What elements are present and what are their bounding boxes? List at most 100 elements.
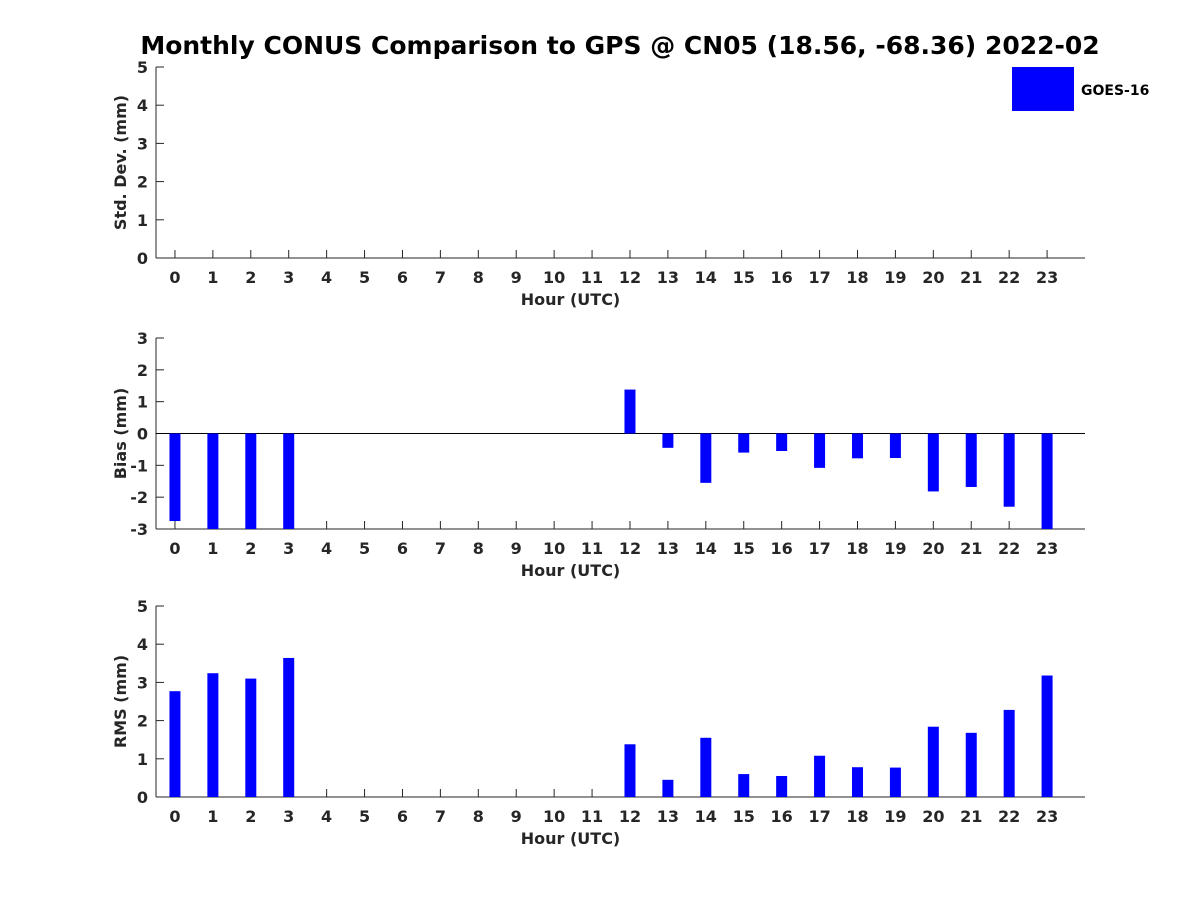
y-tick-label-std: 5 bbox=[137, 58, 148, 77]
x-tick-label-bias: 14 bbox=[695, 539, 717, 558]
y-tick-label-std: 4 bbox=[137, 96, 148, 115]
x-tick-label-rms: 10 bbox=[543, 807, 565, 826]
x-tick-label-rms: 23 bbox=[1036, 807, 1058, 826]
bar-rms-16 bbox=[776, 775, 788, 797]
bar-bias-17 bbox=[814, 433, 826, 468]
x-axis-label-rms: Hour (UTC) bbox=[521, 829, 621, 848]
x-tick-label-std: 18 bbox=[846, 268, 868, 287]
x-tick-label-rms: 15 bbox=[733, 807, 755, 826]
x-tick-label-std: 13 bbox=[657, 268, 679, 287]
x-tick-label-bias: 2 bbox=[245, 539, 256, 558]
x-tick-label-rms: 13 bbox=[657, 807, 679, 826]
y-axis-label-bias: Bias (mm) bbox=[111, 388, 130, 480]
x-tick-label-std: 1 bbox=[207, 268, 218, 287]
bar-bias-12 bbox=[624, 389, 636, 434]
y-tick-label-bias: -3 bbox=[130, 520, 148, 539]
x-tick-label-bias: 0 bbox=[169, 539, 180, 558]
x-tick-label-bias: 3 bbox=[283, 539, 294, 558]
x-tick-label-rms: 18 bbox=[846, 807, 868, 826]
x-tick-label-std: 19 bbox=[884, 268, 906, 287]
bar-bias-0 bbox=[169, 433, 181, 522]
x-tick-label-rms: 11 bbox=[581, 807, 603, 826]
x-tick-label-std: 0 bbox=[169, 268, 180, 287]
x-tick-label-bias: 16 bbox=[771, 539, 793, 558]
bar-bias-16 bbox=[776, 433, 788, 452]
x-tick-label-std: 2 bbox=[245, 268, 256, 287]
y-tick-label-rms: 4 bbox=[137, 635, 148, 654]
bar-rms-12 bbox=[624, 744, 636, 797]
legend: GOES-16 bbox=[1012, 67, 1149, 111]
bar-rms-3 bbox=[283, 657, 295, 797]
bar-rms-17 bbox=[814, 755, 826, 797]
x-tick-label-std: 12 bbox=[619, 268, 641, 287]
bar-rms-20 bbox=[927, 726, 939, 797]
bar-bias-19 bbox=[889, 433, 901, 459]
x-tick-label-bias: 13 bbox=[657, 539, 679, 558]
x-tick-label-rms: 22 bbox=[998, 807, 1020, 826]
x-tick-label-std: 15 bbox=[733, 268, 755, 287]
x-tick-label-std: 23 bbox=[1036, 268, 1058, 287]
bar-rms-19 bbox=[889, 767, 901, 797]
bar-rms-21 bbox=[965, 732, 977, 797]
x-tick-label-std: 11 bbox=[581, 268, 603, 287]
bars-bias bbox=[169, 389, 1053, 529]
bar-bias-3 bbox=[283, 433, 295, 529]
x-tick-label-bias: 23 bbox=[1036, 539, 1058, 558]
x-tick-label-std: 22 bbox=[998, 268, 1020, 287]
x-tick-label-bias: 11 bbox=[581, 539, 603, 558]
x-tick-label-rms: 12 bbox=[619, 807, 641, 826]
x-tick-label-std: 17 bbox=[808, 268, 830, 287]
x-tick-label-rms: 8 bbox=[473, 807, 484, 826]
x-tick-label-std: 14 bbox=[695, 268, 717, 287]
bar-rms-13 bbox=[662, 779, 674, 797]
bar-bias-13 bbox=[662, 433, 674, 448]
x-tick-label-std: 10 bbox=[543, 268, 565, 287]
legend-label-goes-16: GOES-16 bbox=[1081, 83, 1149, 99]
bar-rms-22 bbox=[1003, 709, 1015, 797]
bar-rms-15 bbox=[738, 774, 750, 797]
x-tick-label-std: 21 bbox=[960, 268, 982, 287]
y-tick-label-std: 3 bbox=[137, 134, 148, 153]
bar-rms-2 bbox=[245, 678, 257, 797]
x-tick-label-rms: 17 bbox=[808, 807, 830, 826]
y-tick-label-std: 2 bbox=[137, 173, 148, 192]
x-tick-label-rms: 7 bbox=[435, 807, 446, 826]
x-tick-label-rms: 20 bbox=[922, 807, 944, 826]
y-tick-label-rms: 5 bbox=[137, 597, 148, 616]
x-tick-label-std: 4 bbox=[321, 268, 332, 287]
bar-bias-23 bbox=[1041, 433, 1053, 529]
y-tick-label-bias: 0 bbox=[137, 425, 148, 444]
x-tick-label-rms: 4 bbox=[321, 807, 332, 826]
bar-bias-14 bbox=[700, 433, 712, 483]
y-tick-label-std: 0 bbox=[137, 249, 148, 268]
x-tick-label-bias: 15 bbox=[733, 539, 755, 558]
x-tick-label-rms: 16 bbox=[771, 807, 793, 826]
bar-bias-20 bbox=[927, 433, 939, 492]
bar-bias-22 bbox=[1003, 433, 1015, 507]
x-tick-label-bias: 9 bbox=[511, 539, 522, 558]
x-tick-label-bias: 4 bbox=[321, 539, 332, 558]
x-tick-label-std: 5 bbox=[359, 268, 370, 287]
x-tick-label-rms: 14 bbox=[695, 807, 717, 826]
x-tick-label-bias: 8 bbox=[473, 539, 484, 558]
bar-rms-1 bbox=[207, 673, 219, 797]
x-tick-label-bias: 21 bbox=[960, 539, 982, 558]
x-tick-label-std: 20 bbox=[922, 268, 944, 287]
x-axis-label-bias: Hour (UTC) bbox=[521, 561, 621, 580]
x-tick-label-std: 6 bbox=[397, 268, 408, 287]
y-tick-label-bias: 2 bbox=[137, 361, 148, 380]
y-axis-label-rms: RMS (mm) bbox=[111, 655, 130, 748]
x-tick-label-bias: 5 bbox=[359, 539, 370, 558]
x-tick-label-rms: 9 bbox=[511, 807, 522, 826]
x-tick-label-rms: 3 bbox=[283, 807, 294, 826]
x-tick-label-bias: 18 bbox=[846, 539, 868, 558]
y-tick-label-bias: -1 bbox=[130, 456, 148, 475]
x-tick-label-bias: 22 bbox=[998, 539, 1020, 558]
legend-swatch-goes-16 bbox=[1012, 67, 1074, 111]
bar-bias-21 bbox=[965, 433, 977, 487]
bars-rms bbox=[169, 657, 1053, 797]
